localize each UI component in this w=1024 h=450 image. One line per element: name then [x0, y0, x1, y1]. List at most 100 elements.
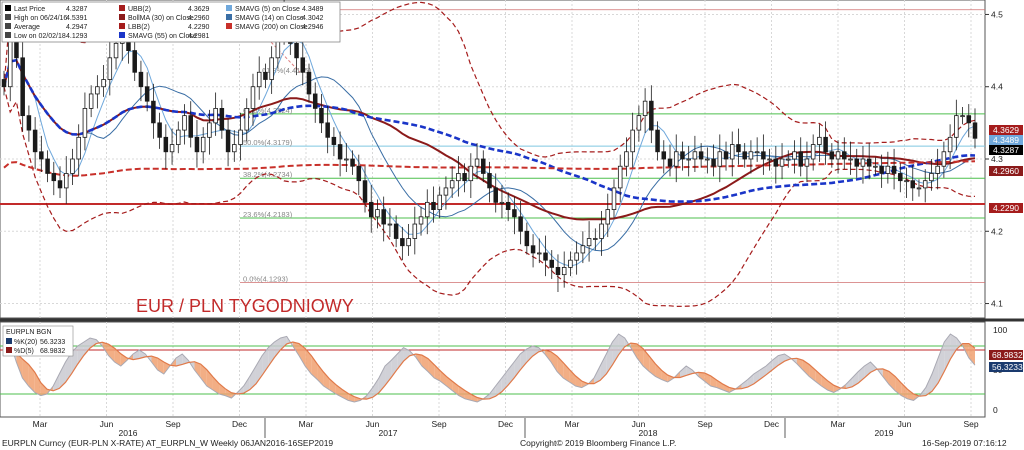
candle-body	[337, 144, 343, 160]
candle	[387, 208, 393, 238]
candle-body	[325, 122, 330, 138]
candle	[138, 60, 144, 102]
candle	[692, 135, 698, 173]
candle-body	[717, 151, 723, 167]
candle	[493, 173, 498, 213]
legend-label: Average	[14, 24, 40, 31]
candle	[400, 226, 405, 261]
stoch-fill	[968, 343, 975, 366]
legend-label: SMAVG (14) on Close	[235, 15, 304, 22]
stoch-fill	[852, 371, 859, 387]
candle	[754, 137, 760, 162]
stoch-fill	[434, 364, 441, 382]
stoch-k-label: %K(20)	[14, 339, 37, 346]
legend-label: Last Price	[14, 6, 45, 13]
candle-body	[132, 50, 137, 73]
candle	[381, 196, 386, 242]
candle-body	[431, 201, 436, 210]
candle	[456, 156, 461, 197]
candle	[661, 140, 667, 174]
x-year-label: 2019	[875, 428, 894, 438]
candle	[151, 83, 156, 139]
stoch-fill	[716, 380, 724, 390]
stoch-fill	[581, 381, 588, 388]
candle-body	[823, 136, 828, 153]
stoch-fill	[329, 379, 336, 394]
candle	[449, 166, 455, 199]
candle	[599, 211, 604, 256]
price-badge-text: 4.3287	[993, 145, 1019, 155]
stoch-fill	[274, 338, 281, 358]
candle-body	[624, 151, 629, 167]
candle	[642, 88, 648, 133]
candle	[929, 159, 934, 191]
candle	[412, 206, 418, 255]
fib-diagonal	[239, 9, 301, 73]
stoch-fill	[845, 378, 853, 389]
candle-body	[312, 93, 318, 109]
stoch-fill	[784, 354, 791, 362]
candle-body	[767, 158, 772, 161]
candle	[393, 215, 399, 248]
candle-body	[101, 79, 106, 88]
candle	[829, 143, 835, 168]
stoch-fill	[907, 389, 914, 401]
stoch-fill	[90, 338, 97, 349]
candle-body	[306, 71, 312, 95]
candle-body	[904, 180, 909, 183]
x-month-label: Sep	[697, 419, 712, 429]
price-badge-bg	[989, 166, 1023, 176]
legend-value: 4.2960	[188, 15, 210, 22]
candle-body	[810, 144, 816, 160]
candle-body	[219, 108, 225, 131]
candle	[512, 196, 517, 235]
candle-body	[213, 108, 218, 124]
candle	[45, 150, 50, 183]
stoch-fill	[741, 379, 748, 389]
candle-body	[854, 158, 859, 167]
x-month-label: Jun	[100, 419, 114, 429]
candle-body	[194, 136, 200, 153]
legend-value: 4.2290	[188, 24, 210, 31]
candle	[873, 157, 878, 175]
x-month-label: Mar	[565, 419, 580, 429]
candle	[954, 99, 959, 151]
x-month-label: Dec	[498, 419, 514, 429]
candle	[219, 99, 225, 139]
price-badge: 4.2960	[989, 166, 1023, 176]
fib-label: 61.8%(4.4175)	[262, 66, 312, 75]
price-badge-bg	[989, 125, 1023, 135]
candle	[580, 231, 586, 264]
candle	[561, 251, 567, 288]
candle-body	[848, 158, 853, 161]
candle	[823, 121, 828, 165]
x-month-label: Dec	[764, 419, 780, 429]
x-month-label: Dec	[232, 419, 248, 429]
stoch-fill	[495, 378, 502, 397]
candle	[935, 148, 940, 190]
legend-label: Low on 02/02/18	[14, 33, 66, 40]
candle-body	[524, 230, 530, 247]
candle	[916, 179, 922, 197]
candle	[362, 166, 368, 213]
candle	[375, 199, 380, 229]
stoch-fill	[268, 342, 275, 367]
candle	[705, 147, 710, 174]
stoch-fill	[655, 363, 662, 380]
candle-body	[642, 100, 648, 117]
stoch-fill	[698, 372, 705, 382]
stoch-fill	[335, 384, 343, 398]
candle-body	[32, 129, 38, 153]
candle	[686, 145, 691, 177]
candle-body	[443, 187, 449, 196]
stoch-fill	[311, 355, 318, 380]
candle	[200, 127, 206, 164]
candle-body	[761, 151, 766, 160]
candle	[904, 167, 909, 199]
candle-body	[779, 158, 785, 167]
stoch-fill	[925, 374, 932, 396]
x-month-label: Jun	[366, 419, 380, 429]
stoch-fill	[667, 375, 674, 382]
candle	[425, 189, 430, 235]
